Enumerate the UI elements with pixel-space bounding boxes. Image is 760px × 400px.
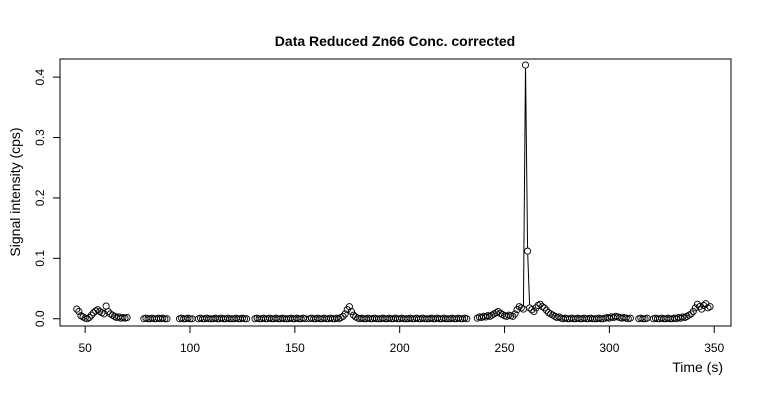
data-point xyxy=(689,307,697,316)
series-line-segment xyxy=(527,254,531,305)
y-axis-label: Signal intensity (cps) xyxy=(7,127,23,256)
y-tick-label: 0.2 xyxy=(33,189,47,206)
data-point xyxy=(530,307,538,316)
data-point xyxy=(161,315,169,323)
data-point xyxy=(626,314,634,322)
x-tick-label: 300 xyxy=(599,341,619,355)
data-point xyxy=(536,300,544,308)
data-point xyxy=(186,315,194,323)
data-point xyxy=(639,315,647,323)
data-point xyxy=(75,307,83,316)
y-tick-label: 0.0 xyxy=(33,310,47,327)
y-tick-label: 0.3 xyxy=(33,129,47,146)
data-point xyxy=(341,310,349,318)
x-tick-label: 150 xyxy=(285,341,305,355)
data-point xyxy=(240,315,249,323)
data-point xyxy=(695,303,704,311)
data-point xyxy=(163,315,171,323)
data-point xyxy=(123,313,131,322)
chart-title: Data Reduced Zn66 Conc. corrected xyxy=(275,33,515,49)
data-point xyxy=(524,247,532,255)
y-tick-label: 0.4 xyxy=(33,68,47,85)
data-point xyxy=(542,306,551,314)
data-point xyxy=(463,315,471,323)
data-point xyxy=(85,313,93,322)
data-point xyxy=(87,311,96,319)
data-point xyxy=(339,312,347,320)
data-point xyxy=(243,315,251,323)
x-tick-label: 200 xyxy=(390,341,410,355)
x-tick-label: 350 xyxy=(704,341,724,355)
x-tick-label: 250 xyxy=(495,341,515,355)
data-point xyxy=(73,305,81,313)
data-point xyxy=(345,303,353,311)
y-tick-label: 0.1 xyxy=(33,250,47,267)
data-point xyxy=(706,303,714,311)
series-line-segment xyxy=(525,68,529,248)
x-tick-label: 100 xyxy=(180,341,200,355)
data-point xyxy=(511,310,519,318)
data-point xyxy=(540,304,548,312)
data-point xyxy=(521,61,530,69)
x-axis: 50 100 150 200 250 300 350 xyxy=(78,325,725,355)
plot-frame xyxy=(59,58,732,327)
data-point xyxy=(691,304,699,312)
series-line-segment xyxy=(522,68,526,306)
data-point xyxy=(687,310,695,318)
data-point xyxy=(347,307,356,316)
x-tick-label: 50 xyxy=(78,341,92,355)
data-point xyxy=(104,307,112,316)
y-axis: 0.0 0.1 0.2 0.3 0.4 xyxy=(33,68,61,327)
series-layer xyxy=(73,61,714,323)
data-point xyxy=(509,312,517,320)
x-axis-label: Time (s) xyxy=(672,359,723,375)
data-point xyxy=(528,306,536,314)
